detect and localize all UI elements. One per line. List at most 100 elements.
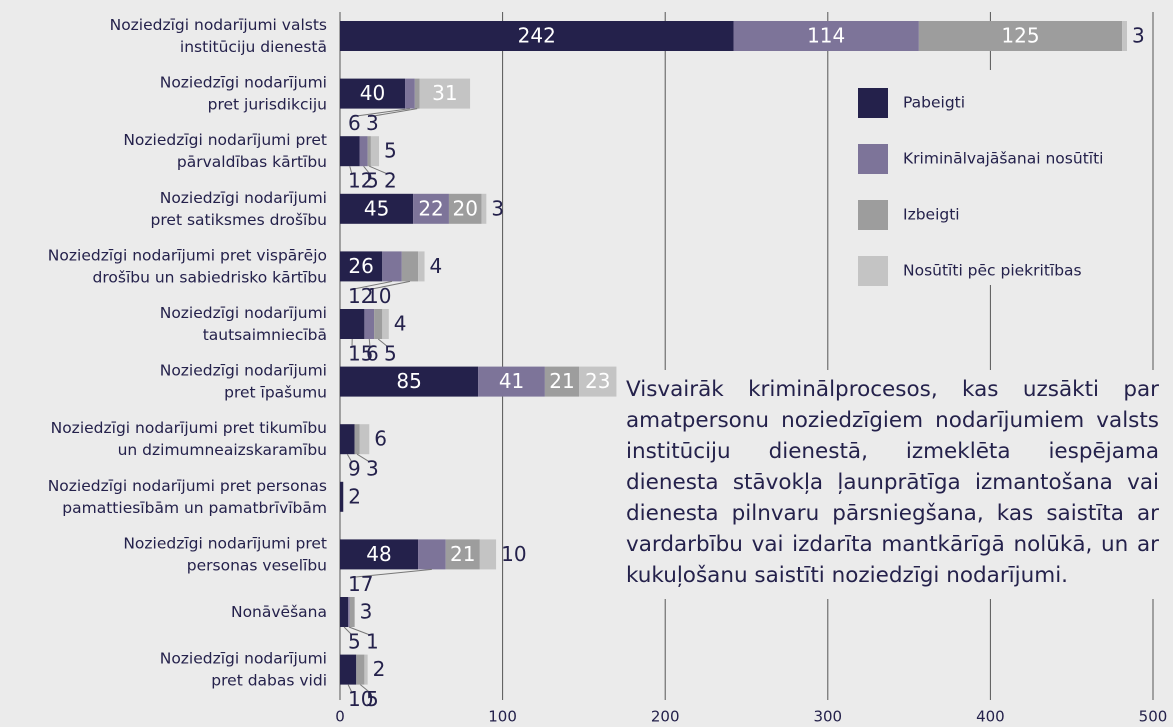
category-line: Noziedzīgi nodarījumi: [160, 304, 327, 322]
legend-label: Kriminālvajāšanai nosūtīti: [903, 150, 1103, 168]
value-label: 2: [384, 169, 397, 193]
value-label: 4: [394, 312, 407, 336]
value-label: 26: [348, 254, 373, 278]
category-label: Noziedzīgi nodarījumi pret satiksmes droš…: [151, 188, 327, 228]
bar-segment: [340, 193, 414, 224]
value-label: 125: [1001, 24, 1039, 48]
bar-segment: [359, 424, 370, 455]
annotation: Visvairāk kriminālprocesos, kas uzsākti …: [622, 370, 1159, 599]
value-label: 5: [384, 342, 397, 366]
leader-line: [369, 108, 418, 118]
value-label: 40: [360, 81, 385, 105]
bar-segment: [340, 251, 383, 282]
x-tick-label: 300: [813, 708, 842, 726]
bar-segment: [348, 597, 350, 627]
bar-segment: [401, 251, 419, 282]
value-label: 2: [373, 657, 386, 681]
value-label: 3: [366, 111, 379, 135]
legend-swatch: [858, 88, 888, 118]
legend-label: Pabeigti: [903, 94, 965, 112]
bar-segment: [478, 366, 545, 397]
bar-segment: [382, 309, 389, 339]
category-line: Noziedzīgi nodarījumi pret vispārējo: [48, 246, 327, 264]
bar-segment: [349, 597, 355, 627]
bar-segment: [418, 251, 425, 282]
value-label: 41: [499, 369, 524, 393]
category-label: Noziedzīgi nodarījumi pret jurisdikciju: [160, 73, 327, 113]
category-line: pret satiksmes drošību: [151, 210, 327, 228]
leader-line: [360, 684, 371, 693]
bar-segment: [918, 21, 1123, 51]
category-line: Noziedzīgi nodarījumi: [160, 188, 327, 206]
category-line: pret dabas vidi: [211, 671, 327, 689]
category-line: pret īpašumu: [224, 383, 327, 401]
legend-box: [845, 70, 1145, 285]
value-label: 31: [432, 81, 457, 105]
category-line: institūciju dienestā: [180, 38, 327, 56]
x-tick-label: 400: [976, 708, 1005, 726]
value-label: 3: [366, 457, 379, 481]
bar-segment: [340, 597, 349, 627]
legend-label: Nosūtīti pēc piekritības: [903, 262, 1082, 280]
bar-segment: [481, 193, 487, 224]
value-label: 21: [450, 542, 475, 566]
value-label: 5: [348, 630, 361, 654]
leader-line: [377, 338, 389, 348]
category-label: Noziedzīgi nodarījumi pret dabas vidi: [160, 649, 327, 689]
value-label: 12: [348, 284, 373, 308]
value-label: 3: [491, 196, 504, 220]
bar-segment: [374, 309, 383, 339]
value-label: 10: [501, 542, 526, 566]
category-line: personas veselību: [187, 556, 327, 574]
value-label: 10: [348, 687, 373, 711]
leader-line: [356, 453, 371, 463]
value-label: 3: [1132, 24, 1145, 48]
value-label: 17: [348, 572, 373, 596]
category-line: un dzimumneaizskaramību: [118, 441, 327, 459]
legend-swatch: [858, 144, 888, 174]
bar-segment: [340, 654, 357, 685]
bar-segment: [370, 136, 380, 167]
x-tick-label: 500: [1139, 708, 1168, 726]
bar-segment: [340, 424, 355, 455]
category-line: Noziedzīgi nodarījumi pret: [123, 131, 327, 149]
value-label: 5: [366, 687, 379, 711]
leader-line: [347, 684, 353, 693]
value-label: 6: [348, 111, 361, 135]
x-tick-label: 100: [488, 708, 517, 726]
bar-segment: [479, 539, 497, 570]
value-label: 20: [452, 196, 477, 220]
value-label: 21: [549, 369, 574, 393]
value-label: 114: [807, 24, 845, 48]
category-line: pamattiesībām un pamatbrīvībām: [62, 498, 327, 516]
value-label: 15: [348, 342, 373, 366]
bar-segment: [356, 654, 365, 685]
value-label: 3: [360, 600, 373, 624]
bar-segment: [413, 193, 449, 224]
category-label: Noziedzīgi nodarījumi pret personas pamat…: [48, 476, 327, 516]
value-label: 48: [366, 542, 391, 566]
leader-line: [348, 626, 371, 636]
category-line: Noziedzīgi nodarījumi valsts: [110, 16, 327, 34]
bar-segment: [544, 366, 580, 397]
category-label: Noziedzīgi nodarījumi pret vispārējo droš…: [48, 246, 327, 286]
category-line: Noziedzīgi nodarījumi: [160, 649, 327, 667]
leader-line: [346, 453, 353, 463]
leader-line: [351, 108, 410, 118]
bar-segment: [364, 654, 368, 685]
category-label: Noziedzīgi nodarījumi pret personas vesel…: [123, 534, 327, 574]
bar-segment: [579, 366, 617, 397]
category-label: Nonāvēšana: [231, 603, 327, 621]
bar-segment: [340, 21, 734, 51]
bar-segment: [445, 539, 480, 570]
value-label: 10: [366, 284, 391, 308]
category-line: pret jurisdikciju: [208, 95, 327, 113]
x-tick-label: 200: [651, 708, 680, 726]
value-label: 9: [348, 457, 361, 481]
category-line: drošību un sabiedrisko kārtību: [93, 268, 327, 286]
bar-segment: [419, 78, 471, 109]
leader-line: [369, 165, 389, 175]
bar-segment: [382, 251, 402, 282]
